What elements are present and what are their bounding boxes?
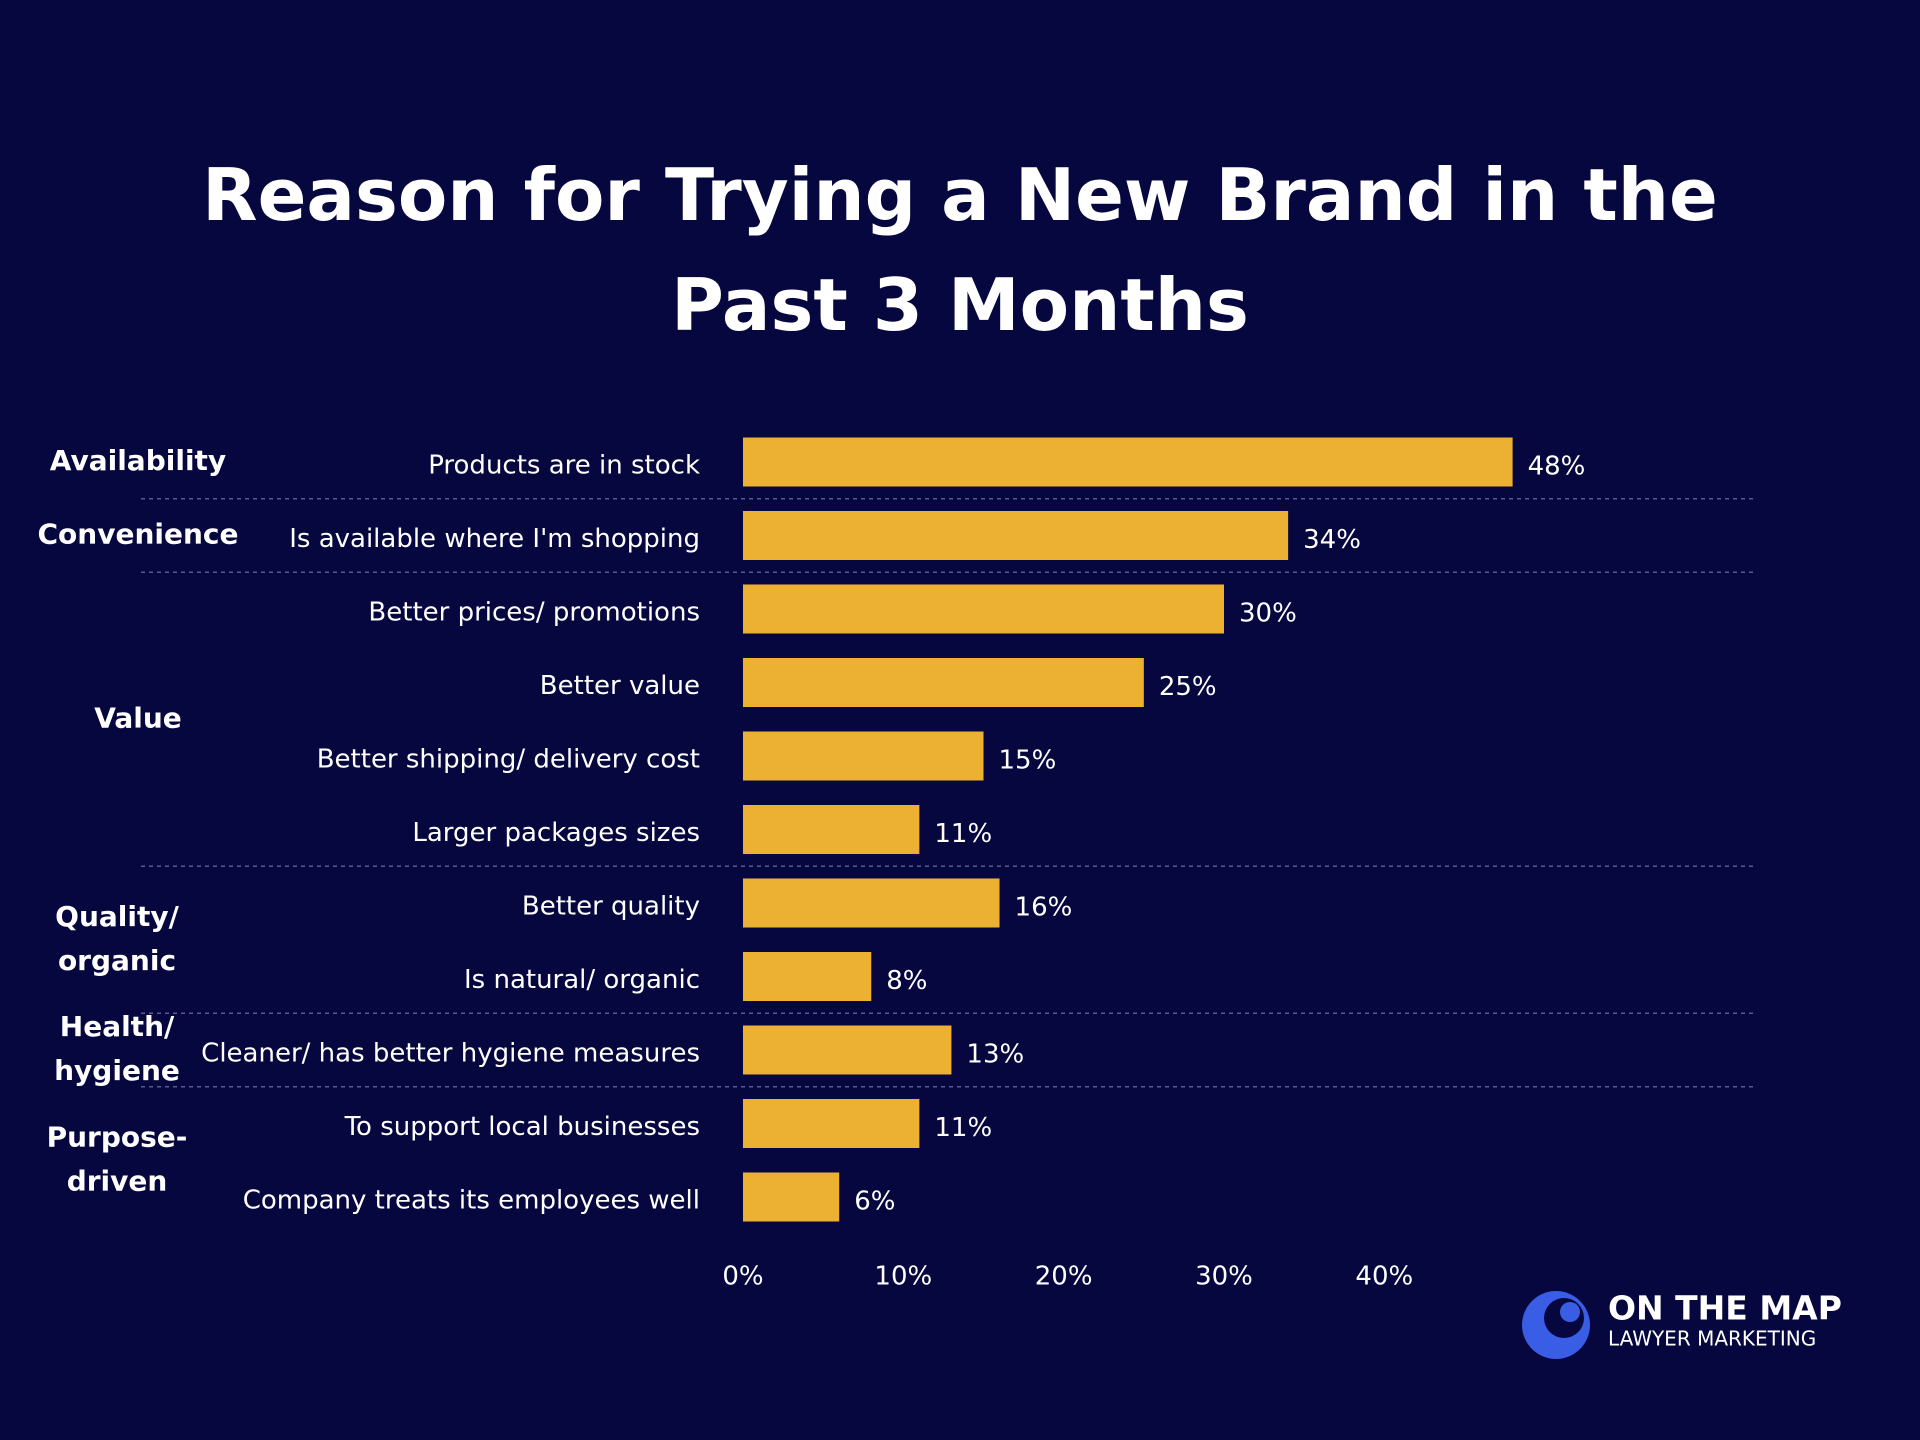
value-label: 30%	[1239, 599, 1297, 629]
x-tick-label: 40%	[1355, 1262, 1413, 1292]
logo-name: ON THE MAP	[1608, 1289, 1842, 1328]
category-label: Is available where I'm shopping	[289, 524, 700, 554]
group-label: hygiene	[54, 1054, 180, 1087]
value-label: 48%	[1528, 452, 1586, 482]
bar	[743, 731, 984, 781]
category-label: Larger packages sizes	[412, 818, 700, 848]
value-label: 13%	[966, 1040, 1024, 1070]
category-label: Products are in stock	[428, 451, 700, 481]
category-label: Better quality	[522, 892, 700, 922]
group-label: Quality/	[55, 900, 179, 933]
bar	[743, 1025, 952, 1075]
logo-tagline: LAWYER MARKETING	[1608, 1327, 1816, 1351]
group-label: Value	[94, 701, 182, 734]
bar	[743, 878, 1000, 928]
x-tick-label: 20%	[1035, 1262, 1093, 1292]
value-label: 11%	[934, 1113, 992, 1143]
logo: ON THE MAP LAWYER MARKETING	[1522, 1289, 1842, 1359]
bar	[743, 437, 1513, 487]
category-label: Better value	[540, 671, 700, 701]
bar	[743, 658, 1144, 707]
category-label: Better shipping/ delivery cost	[317, 745, 700, 775]
x-tick-label: 10%	[874, 1262, 932, 1292]
value-label: 8%	[886, 966, 927, 996]
group-label: Availability	[50, 444, 226, 477]
group-label: driven	[67, 1164, 168, 1197]
x-tick-label: 30%	[1195, 1262, 1253, 1292]
value-label: 6%	[854, 1187, 895, 1217]
category-label: Better prices/ promotions	[368, 598, 700, 628]
logo-icon	[1560, 1302, 1580, 1322]
bar	[743, 511, 1289, 560]
group-label: organic	[58, 944, 176, 977]
group-label: Convenience	[37, 518, 238, 551]
bar	[743, 584, 1224, 634]
value-label: 34%	[1303, 525, 1361, 555]
value-label: 25%	[1159, 672, 1217, 702]
bar	[743, 1099, 920, 1148]
group-label: Health/	[60, 1010, 175, 1043]
value-label: 11%	[934, 819, 992, 849]
value-label: 16%	[1015, 893, 1073, 923]
group-label: Purpose-	[47, 1120, 188, 1153]
category-label: Is natural/ organic	[464, 965, 700, 995]
chart-title: Reason for Trying a New Brand in the Pas…	[202, 153, 1718, 347]
category-label: Company treats its employees well	[243, 1186, 700, 1216]
x-tick-label: 0%	[722, 1262, 763, 1292]
value-label: 15%	[999, 746, 1057, 776]
bar	[743, 952, 872, 1001]
bar	[743, 1172, 840, 1222]
bar	[743, 805, 920, 854]
category-label: Cleaner/ has better hygiene measures	[201, 1039, 700, 1069]
category-label: To support local businesses	[344, 1112, 700, 1142]
